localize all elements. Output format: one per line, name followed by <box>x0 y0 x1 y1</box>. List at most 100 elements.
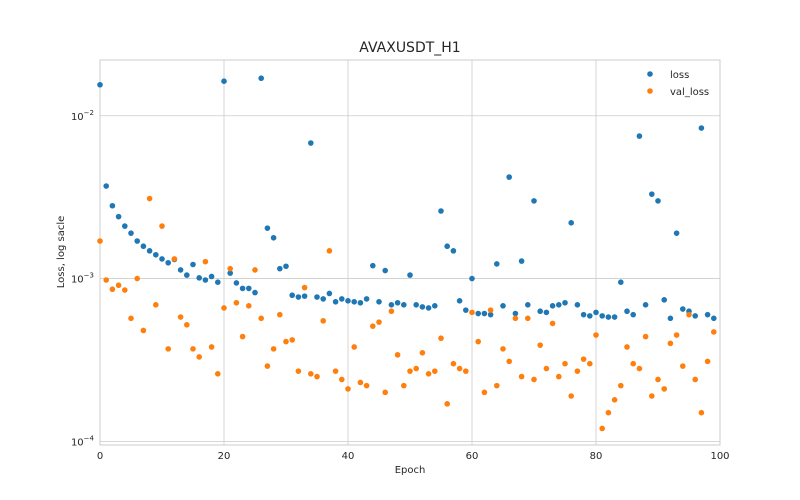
val-loss-point <box>487 307 494 313</box>
loss-point <box>518 258 525 264</box>
loss-point <box>320 296 327 302</box>
val-loss-point <box>463 368 469 374</box>
val-loss-point <box>128 315 134 322</box>
val-loss-point <box>481 389 488 396</box>
val-loss-point <box>525 315 531 322</box>
loss-point <box>469 275 475 282</box>
val-loss-point <box>345 386 351 392</box>
val-loss-point <box>388 308 395 315</box>
loss-point <box>525 301 531 308</box>
loss-point <box>134 238 140 244</box>
loss-point <box>549 303 556 309</box>
loss-point <box>599 313 605 319</box>
val-loss-point <box>475 338 482 345</box>
loss-point <box>159 256 165 262</box>
val-loss-point <box>159 223 165 229</box>
val-loss-point <box>308 371 314 377</box>
x-tick-label: 20 <box>218 451 231 462</box>
val-loss-point <box>642 333 649 340</box>
loss-point <box>227 270 233 276</box>
val-loss-point <box>444 401 451 407</box>
val-loss-point <box>661 386 667 392</box>
val-loss-point <box>636 365 643 372</box>
val-loss-point <box>506 358 512 365</box>
loss-point <box>233 280 240 286</box>
val-loss-point <box>320 318 327 324</box>
val-loss-point <box>401 382 407 389</box>
loss-point <box>456 298 463 304</box>
loss-point <box>562 299 568 306</box>
val-loss-point <box>611 397 618 403</box>
val-loss-point <box>264 363 271 369</box>
loss-point <box>580 311 587 318</box>
loss-point <box>655 198 661 204</box>
loss-point <box>630 311 636 318</box>
val-loss-point <box>500 346 506 352</box>
loss-point <box>146 248 153 254</box>
val-loss-point <box>562 360 568 367</box>
val-loss-point <box>289 337 296 343</box>
legend-label-loss: loss <box>670 70 689 81</box>
val-loss-point <box>394 352 401 358</box>
loss-point <box>605 314 612 320</box>
loss-point <box>487 311 494 318</box>
loss-point <box>246 285 252 292</box>
val-loss-point <box>103 277 109 283</box>
loss-point <box>512 310 519 317</box>
val-loss-point <box>140 327 147 334</box>
loss-point <box>649 191 655 197</box>
val-loss-point <box>518 373 525 380</box>
loss-point <box>680 306 686 312</box>
loss-point <box>339 296 345 302</box>
val-loss-point <box>134 275 140 282</box>
val-loss-point <box>239 333 246 340</box>
val-loss-point <box>351 344 358 350</box>
val-loss-point <box>258 315 265 322</box>
val-loss-point <box>171 256 178 262</box>
val-loss-point <box>221 305 227 311</box>
tick-layer: 0 20 40 60 80 100 10−4 10−3 10−2 <box>71 109 730 462</box>
loss-point <box>419 304 426 310</box>
val-loss-point <box>295 368 302 374</box>
loss-point <box>196 275 202 281</box>
val-loss-point <box>667 340 674 347</box>
loss-point <box>618 279 624 285</box>
val-loss-point <box>556 373 562 380</box>
loss-point <box>673 230 680 236</box>
y-axis-label: Loss, log sacle <box>56 216 67 288</box>
val-loss-point <box>184 321 190 328</box>
val-loss-point <box>314 373 320 380</box>
loss-point <box>103 183 109 189</box>
loss-point <box>363 296 370 302</box>
loss-point <box>382 267 389 274</box>
loss-point <box>295 294 302 300</box>
loss-point <box>184 272 190 278</box>
loss-point <box>332 298 339 305</box>
val-loss-point <box>580 356 587 362</box>
val-loss-point <box>599 425 605 432</box>
loss-point <box>481 310 488 317</box>
val-loss-point <box>543 365 550 372</box>
loss-point <box>704 311 711 318</box>
loss-point <box>661 297 667 303</box>
val-loss-point <box>115 282 122 289</box>
val-loss-point <box>370 323 376 329</box>
val-loss-point <box>673 332 680 338</box>
loss-point <box>574 301 581 308</box>
val-loss-point <box>419 349 426 356</box>
val-loss-point <box>326 248 333 254</box>
x-tick-label: 60 <box>466 451 479 462</box>
loss-point <box>153 251 159 258</box>
val-loss-point <box>146 195 153 202</box>
loss-point <box>537 308 543 315</box>
loss-point <box>221 78 227 85</box>
loss-point <box>556 301 562 308</box>
val-loss-point <box>215 371 221 377</box>
val-loss-point <box>196 354 202 360</box>
loss-point <box>314 294 320 300</box>
val-loss-point <box>301 284 308 291</box>
legend-marker-val-loss <box>647 88 653 94</box>
loss-point <box>642 301 649 308</box>
val-loss-point <box>122 287 128 293</box>
legend: loss val_loss <box>647 70 709 98</box>
